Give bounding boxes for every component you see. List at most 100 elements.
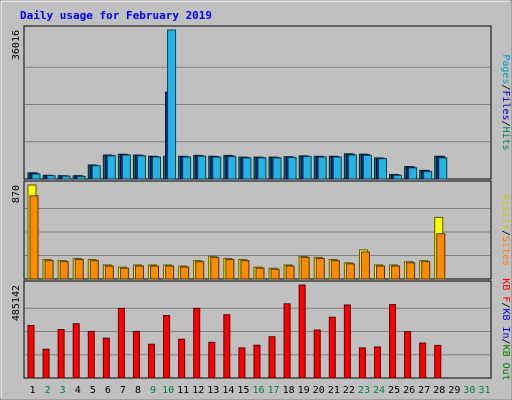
- x-tick-label-day-29: 29: [448, 385, 460, 396]
- bar-kb-f-day-14: [223, 314, 231, 379]
- bar-sites-day-12: [195, 261, 205, 280]
- bar-sites-day-23: [360, 251, 370, 280]
- bar-kb-f-day-5: [87, 330, 95, 379]
- bar-kb-f-day-13: [208, 341, 216, 379]
- bar-pages-day-17: [272, 157, 282, 180]
- bar-pages-day-13: [212, 156, 222, 180]
- x-tick-label-day-8: 8: [135, 385, 141, 396]
- bar-sites-day-11: [180, 266, 190, 280]
- x-tick-label-day-24: 24: [373, 385, 385, 396]
- x-tick-label-day-28: 28: [433, 385, 445, 396]
- legend-entry: /: [500, 302, 511, 308]
- plot-area: [23, 25, 492, 180]
- bar-kb-f-day-25: [389, 304, 397, 379]
- bar-pages-day-15: [242, 157, 252, 180]
- x-tick-label-day-7: 7: [120, 385, 126, 396]
- bar-sites-day-24: [375, 265, 385, 280]
- bar-kb-f-day-4: [72, 323, 80, 379]
- x-tick-label-day-1: 1: [30, 385, 36, 396]
- x-tick-label-day-18: 18: [283, 385, 295, 396]
- bar-sites-day-7: [119, 267, 129, 280]
- bar-pages-day-5: [91, 165, 101, 180]
- bar-kb-f-day-10: [163, 315, 171, 379]
- bar-pages-day-12: [197, 155, 207, 180]
- bar-sites-day-26: [406, 262, 416, 280]
- x-tick-label-day-3: 3: [60, 385, 66, 396]
- bar-sites-day-10: [165, 265, 175, 280]
- bar-kb-f-day-19: [298, 284, 306, 379]
- bar-sites-day-15: [240, 260, 250, 280]
- bar-pages-day-16: [257, 157, 267, 180]
- bar-kb-f-day-8: [132, 330, 140, 379]
- legend-entry: Sites: [500, 236, 511, 266]
- bar-sites-day-9: [150, 265, 160, 280]
- bar-sites-day-14: [225, 259, 235, 280]
- x-tick-label-day-11: 11: [177, 385, 189, 396]
- bar-pages-day-3: [61, 175, 71, 180]
- panel-max-label: 36016: [11, 30, 22, 60]
- bar-pages-day-11: [182, 156, 192, 180]
- bar-pages-day-19: [302, 156, 312, 180]
- legend-entry: KB In: [500, 308, 511, 338]
- bar-kb-f-day-23: [358, 347, 366, 379]
- bar-kb-f-day-15: [238, 347, 246, 379]
- bar-kb-f-day-21: [328, 316, 336, 379]
- bar-pages-day-10: [167, 29, 177, 180]
- bar-sites-day-16: [255, 267, 265, 280]
- bar-sites-day-3: [59, 261, 69, 280]
- x-tick-label-day-10: 10: [162, 385, 174, 396]
- bar-kb-f-day-22: [343, 304, 351, 379]
- bar-kb-f-day-7: [117, 307, 125, 379]
- bar-sites-day-17: [270, 268, 280, 280]
- legend-entry: /: [500, 121, 511, 127]
- x-tick-label-day-22: 22: [343, 385, 355, 396]
- bar-kb-f-day-12: [193, 307, 201, 379]
- legend-entry: KB F: [500, 278, 511, 302]
- bar-sites-day-21: [330, 260, 340, 280]
- bar-kb-f-day-16: [253, 344, 261, 379]
- bar-kb-f-day-3: [57, 329, 65, 379]
- bar-pages-day-23: [362, 154, 372, 180]
- legend-entry: KB Out: [500, 345, 511, 381]
- bar-pages-day-27: [423, 171, 433, 180]
- x-tick-label-day-9: 9: [150, 385, 156, 396]
- bar-kb-f-day-11: [178, 338, 186, 379]
- x-tick-label-day-27: 27: [418, 385, 430, 396]
- bar-sites-day-4: [74, 259, 84, 280]
- legend-entry: Visits: [500, 194, 511, 230]
- legend-entry: /: [500, 84, 511, 90]
- panel-2: 870 Visits/Sites: [11, 180, 511, 280]
- bar-pages-day-14: [227, 156, 237, 180]
- legend-entry: Pages: [500, 54, 511, 84]
- bar-kb-f-day-28: [434, 344, 442, 379]
- bar-pages-day-26: [408, 167, 418, 180]
- x-tick-label-day-19: 19: [298, 385, 310, 396]
- bar-pages-day-28: [438, 157, 448, 180]
- bar-sites-day-5: [89, 260, 99, 280]
- x-tick-label-day-25: 25: [388, 385, 400, 396]
- x-tick-label-day-2: 2: [45, 385, 51, 396]
- legend-entry: Files: [500, 90, 511, 120]
- x-tick-label-day-12: 12: [192, 385, 204, 396]
- bar-pages-day-4: [76, 176, 86, 180]
- bar-kb-f-day-17: [268, 336, 276, 379]
- bar-pages-day-9: [152, 156, 162, 180]
- bar-pages-day-18: [287, 156, 297, 180]
- panel-legend: Visits/Sites: [500, 194, 511, 266]
- bar-sites-day-8: [134, 265, 144, 280]
- panel-legend: KB F/KB In/KB Out: [500, 278, 511, 380]
- x-tick-label-day-21: 21: [328, 385, 340, 396]
- bar-pages-day-1: [31, 173, 41, 180]
- bar-kb-f-day-9: [148, 343, 156, 379]
- x-tick-label-day-5: 5: [90, 385, 96, 396]
- x-tick-label-day-6: 6: [105, 385, 111, 396]
- legend-entry: /: [500, 230, 511, 236]
- x-tick-label-day-15: 15: [237, 385, 249, 396]
- bar-pages-day-25: [393, 174, 403, 180]
- bar-sites-day-25: [391, 265, 401, 280]
- bar-kb-f-day-6: [102, 337, 110, 379]
- bar-sites-day-20: [315, 257, 325, 280]
- bar-sites-day-6: [104, 265, 114, 280]
